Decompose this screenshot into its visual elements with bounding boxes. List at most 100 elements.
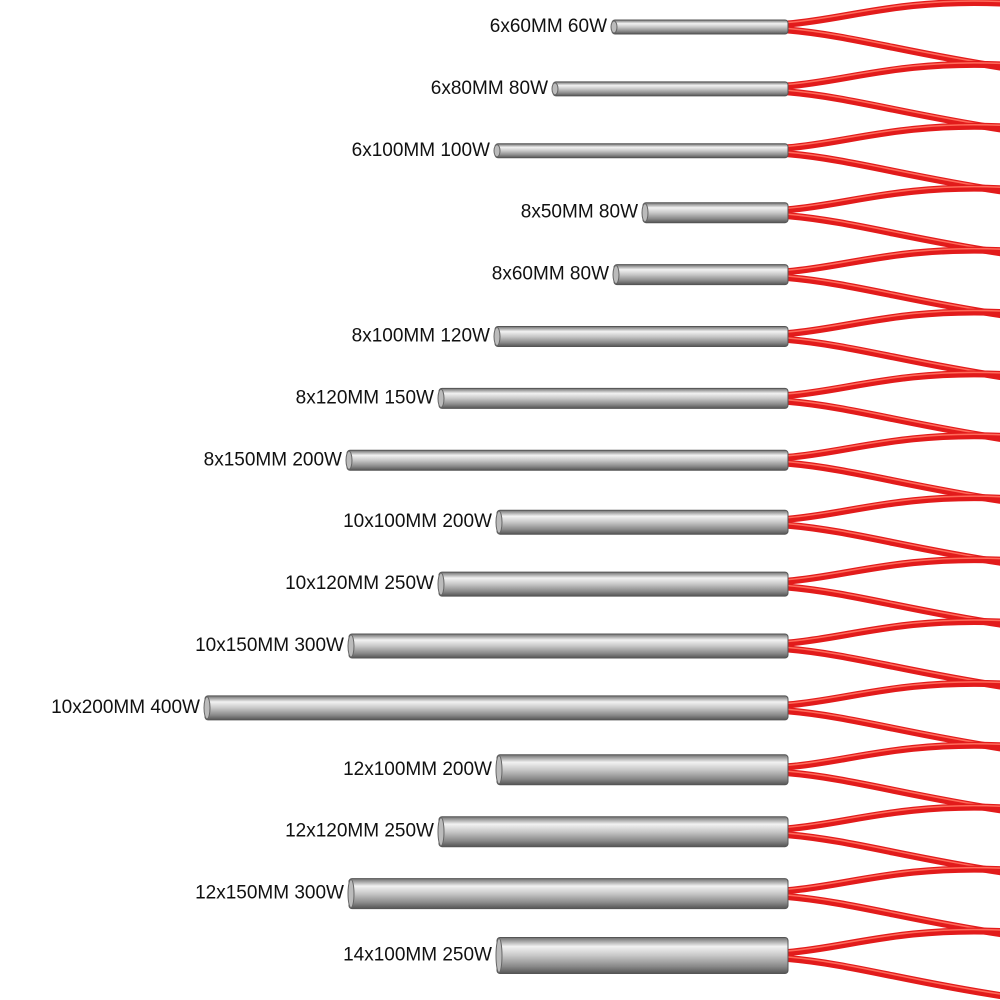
heater-item: 12x120MM 250W: [285, 803, 1000, 876]
lead-wire-highlight: [787, 185, 1000, 209]
heater-label: 6x80MM 80W: [431, 78, 548, 99]
lead-wire-highlight: [787, 213, 1000, 252]
lead-wire: [784, 246, 1000, 276]
heater-label: 14x100MM 250W: [343, 945, 492, 966]
lead-wire-highlight: [787, 894, 1000, 933]
lead-wire-highlight: [787, 708, 1000, 748]
heater-label: 12x100MM 200W: [343, 759, 492, 780]
rod-end: [493, 144, 501, 158]
heater-rod: [348, 878, 789, 910]
rod-end: [203, 696, 211, 720]
heater-rod: [438, 571, 789, 597]
heater-rod: [642, 202, 789, 224]
lead-wire-highlight: [787, 275, 1000, 314]
lead-wire-highlight: [787, 804, 1000, 828]
rod-end: [495, 755, 503, 785]
lead-wire: [784, 432, 1000, 461]
lead-wire-highlight: [787, 27, 1000, 67]
heater-label: 6x100MM 100W: [352, 140, 490, 161]
lead-wire-highlight: [787, 522, 1000, 562]
heater-item: 14x100MM 250W: [343, 927, 1000, 999]
heater-label: 8x50MM 80W: [521, 202, 638, 223]
lead-wire: [784, 60, 1000, 90]
heater-rod: [496, 937, 789, 974]
rod-end: [437, 388, 445, 408]
rod-end: [495, 510, 503, 534]
rod-end: [495, 938, 503, 973]
lead-wire-highlight: [787, 62, 1000, 86]
lead-wire: [784, 122, 1000, 152]
heater-label: 8x60MM 80W: [492, 264, 609, 285]
lead-wire-highlight: [787, 646, 1000, 686]
lead-wire-highlight: [787, 309, 1000, 333]
lead-wire-highlight: [787, 433, 1000, 457]
rod-end: [347, 634, 355, 658]
rod-end: [347, 879, 355, 909]
heater-item: 6x60MM 60W: [490, 0, 1000, 71]
heater-label: 10x200MM 400W: [51, 697, 200, 718]
heater-label: 10x120MM 250W: [285, 573, 434, 594]
lead-wire: [784, 184, 1000, 214]
heater-rod: [438, 387, 789, 409]
lead-wire: [784, 927, 1000, 956]
lead-wire-highlight: [787, 0, 1000, 24]
lead-wire: [784, 679, 1000, 709]
lead-wire: [784, 370, 1000, 399]
heater-label: 8x100MM 120W: [352, 326, 490, 347]
heater-item: 8x60MM 80W: [492, 246, 1000, 319]
heater-label: 8x120MM 150W: [296, 387, 434, 408]
heater-item: 10x200MM 400W: [51, 679, 1000, 752]
heater-rod: [552, 81, 789, 97]
lead-wire: [784, 0, 1000, 28]
lead-wire-highlight: [787, 681, 1000, 705]
rod-end: [437, 572, 445, 596]
rod-end: [610, 20, 618, 34]
heater-rod: [438, 816, 789, 848]
lead-wire-highlight: [787, 461, 1000, 500]
lead-wire-highlight: [787, 399, 1000, 438]
lead-wire-highlight: [787, 619, 1000, 643]
lead-wire: [784, 955, 1000, 999]
lead-wire-highlight: [787, 928, 1000, 952]
heater-rod: [494, 326, 789, 347]
lead-wire-highlight: [787, 832, 1000, 871]
lead-wire: [784, 865, 1000, 895]
lead-wire-highlight: [787, 743, 1000, 767]
lead-wire: [784, 741, 1000, 771]
heater-rod: [496, 754, 789, 786]
lead-wire: [784, 494, 1000, 523]
heater-rod: [348, 633, 789, 659]
lead-wire-highlight: [787, 124, 1000, 148]
lead-wire-highlight: [787, 247, 1000, 271]
rod-end: [437, 817, 445, 847]
lead-wire: [784, 803, 1000, 833]
heater-rod: [346, 449, 789, 471]
rod-end: [612, 265, 620, 285]
rod-end: [493, 327, 501, 346]
heater-rod: [204, 695, 789, 721]
heater-label: 10x100MM 200W: [343, 511, 492, 532]
lead-wire-highlight: [787, 89, 1000, 129]
heater-label: 6x60MM 60W: [490, 16, 607, 37]
lead-wire-highlight: [787, 557, 1000, 581]
lead-wire-highlight: [787, 495, 1000, 519]
lead-wire-highlight: [787, 866, 1000, 890]
rod-end: [345, 450, 353, 470]
lead-wire-highlight: [787, 151, 1000, 191]
lead-wire: [784, 556, 1000, 585]
lead-wire-highlight: [787, 770, 1000, 810]
heater-item: 8x120MM 150W: [296, 370, 1000, 442]
heater-rod: [494, 143, 789, 159]
heater-label: 10x150MM 300W: [195, 635, 344, 656]
lead-wire: [784, 308, 1000, 337]
heater-label: 12x150MM 300W: [195, 883, 344, 904]
rod-end: [551, 82, 559, 96]
lead-wire-highlight: [787, 956, 1000, 995]
lead-wire-highlight: [787, 371, 1000, 395]
rod-end: [641, 203, 649, 223]
lead-wire-highlight: [787, 337, 1000, 376]
heater-rod: [613, 264, 789, 286]
heater-label: 8x150MM 200W: [204, 449, 342, 470]
lead-wire-highlight: [787, 584, 1000, 624]
